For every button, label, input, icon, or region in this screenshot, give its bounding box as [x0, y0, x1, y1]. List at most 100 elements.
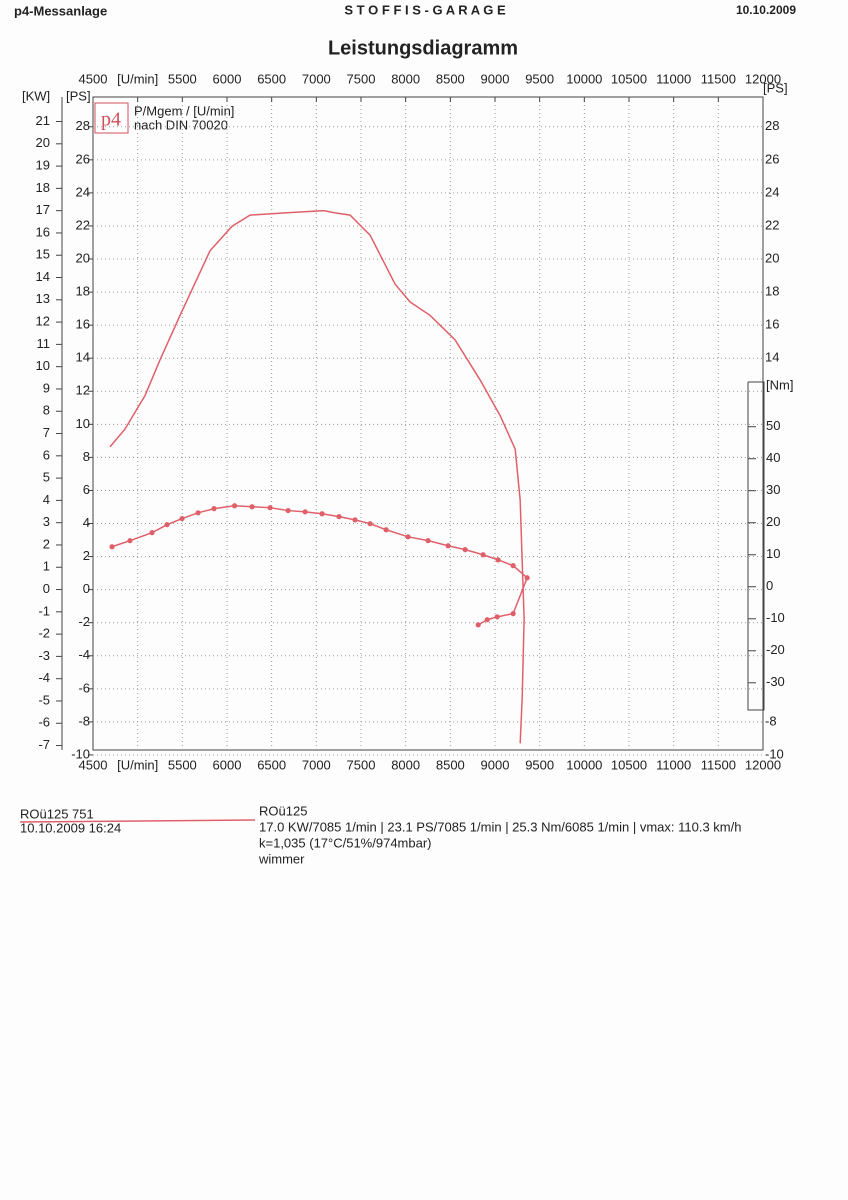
y2-tick-label: -2: [78, 614, 90, 629]
y-tick-label: 9: [43, 380, 50, 395]
legend-title: P/Mgem / [U/min]: [134, 103, 234, 118]
y2-tick-label: 6: [83, 482, 90, 497]
y-tick-label: 19: [36, 158, 50, 173]
y-tick-label: 17: [36, 202, 50, 217]
y2-tick-label-right: 16: [765, 317, 779, 332]
x-tick-label-bottom: 11500: [701, 757, 736, 772]
y-tick-label: 20: [36, 135, 50, 150]
header-date: 10.10.2009: [736, 3, 796, 17]
y2-tick-label: 10: [76, 416, 90, 431]
logo: p4: [101, 109, 121, 131]
y3-tick-label: 50: [766, 418, 780, 433]
y2-tick-label: 8: [83, 449, 90, 464]
y3-tick-label: 10: [766, 546, 780, 561]
y-tick-label: -6: [38, 715, 50, 730]
y2-tick-label-right: 20: [765, 250, 779, 265]
point: [211, 506, 217, 512]
y2-tick-label-right: -8: [765, 713, 777, 728]
x-tick-label-bottom: 12000: [745, 757, 781, 772]
x-tick-label-bottom: 11000: [656, 757, 691, 772]
x-tick-label-top: [U/min]: [117, 71, 158, 86]
point: [249, 504, 255, 510]
y2-tick-label-right: -10: [765, 746, 784, 761]
x-tick-label-bottom: 6000: [213, 757, 242, 772]
x-tick-label-bottom: 6500: [257, 757, 286, 772]
y2-tick-label-right: 24: [765, 184, 779, 199]
y-tick-label: -1: [38, 603, 50, 618]
footer-datetime: 10.10.2009 16:24: [20, 820, 121, 835]
y-tick-label: -7: [38, 737, 50, 752]
y2-tick-label: 16: [76, 317, 90, 332]
point: [510, 563, 516, 569]
y-tick-label: 6: [43, 447, 50, 462]
y2-tick-label-right: 28: [765, 118, 779, 133]
y2-tick-label: 14: [76, 350, 90, 365]
point: [495, 557, 501, 563]
curve: [109, 209, 525, 744]
footer-operator: wimmer: [258, 851, 305, 866]
nm-axis: [747, 381, 765, 711]
x-tick-label-top: 5500: [168, 71, 197, 86]
y-tick-label: -4: [38, 670, 50, 685]
x-tick-label-bottom: 9500: [525, 757, 554, 772]
y-tick-label: 13: [36, 291, 50, 306]
footer-run: ROü125 751: [20, 806, 94, 821]
x-tick-label-top: 12000: [745, 71, 781, 86]
x-tick-label-top: 11000: [656, 71, 691, 86]
y2-tick-label: -4: [78, 647, 90, 662]
y-tick-label: 14: [36, 269, 50, 284]
y-tick-label: -3: [38, 648, 50, 663]
y2-tick-label: 0: [83, 581, 90, 596]
point: [127, 538, 133, 544]
point: [149, 530, 155, 536]
point: [302, 509, 308, 515]
y-tick-label: 15: [36, 247, 50, 262]
y3-tick-label: 30: [766, 482, 780, 497]
footer-line: [19, 819, 256, 823]
y2-tick-label: -8: [78, 713, 90, 728]
y3-tick-label: 20: [766, 514, 780, 529]
y2-tick-label: 12: [76, 383, 90, 398]
point: [383, 527, 389, 533]
point: [405, 534, 411, 540]
x-tick-label-top: 7000: [302, 71, 331, 86]
y2-tick-label: -10: [71, 746, 90, 761]
point: [484, 617, 490, 623]
point: [164, 522, 170, 528]
x-tick-label-top: 7500: [347, 71, 376, 86]
y-tick-label: 0: [43, 581, 50, 596]
point: [231, 503, 238, 509]
y-tick-label: 18: [36, 180, 50, 195]
point: [336, 514, 342, 520]
y-axis-label: [KW]: [22, 88, 50, 103]
plot-frame: [92, 96, 764, 751]
x-tick-label-top: 10000: [566, 71, 602, 86]
y3-tick-label: -30: [766, 674, 785, 689]
y2-tick-label: 4: [83, 515, 90, 530]
point: [352, 517, 358, 523]
point: [179, 515, 185, 522]
point: [319, 511, 325, 517]
point: [195, 510, 201, 516]
y-tick-label: 12: [36, 314, 50, 329]
x-tick-label-bottom: 7000: [302, 757, 331, 772]
point: [285, 507, 291, 514]
y-tick-label: 4: [43, 492, 50, 507]
y-tick-label: 21: [36, 113, 50, 128]
x-tick-label-bottom: 5500: [168, 757, 197, 772]
x-tick-label-top: 9000: [481, 71, 510, 86]
footer-summary: 17.0 KW/7085 1/min | 23.1 PS/7085 1/min …: [259, 819, 741, 834]
y2-tick-label: 18: [76, 284, 90, 299]
x-tick-label-top: 11500: [701, 71, 736, 86]
x-tick-label-bottom: 8500: [436, 757, 465, 772]
point: [367, 521, 373, 527]
y3-tick-label: -20: [766, 642, 785, 657]
point: [109, 544, 115, 550]
footer-name: ROü125: [259, 803, 307, 818]
y2-tick-label: 2: [83, 548, 90, 563]
y2-tick-label-right: 26: [765, 151, 779, 166]
y-tick-label: 5: [43, 470, 50, 485]
y-tick-label: 3: [43, 514, 50, 529]
x-tick-label-top: 6000: [213, 71, 242, 86]
